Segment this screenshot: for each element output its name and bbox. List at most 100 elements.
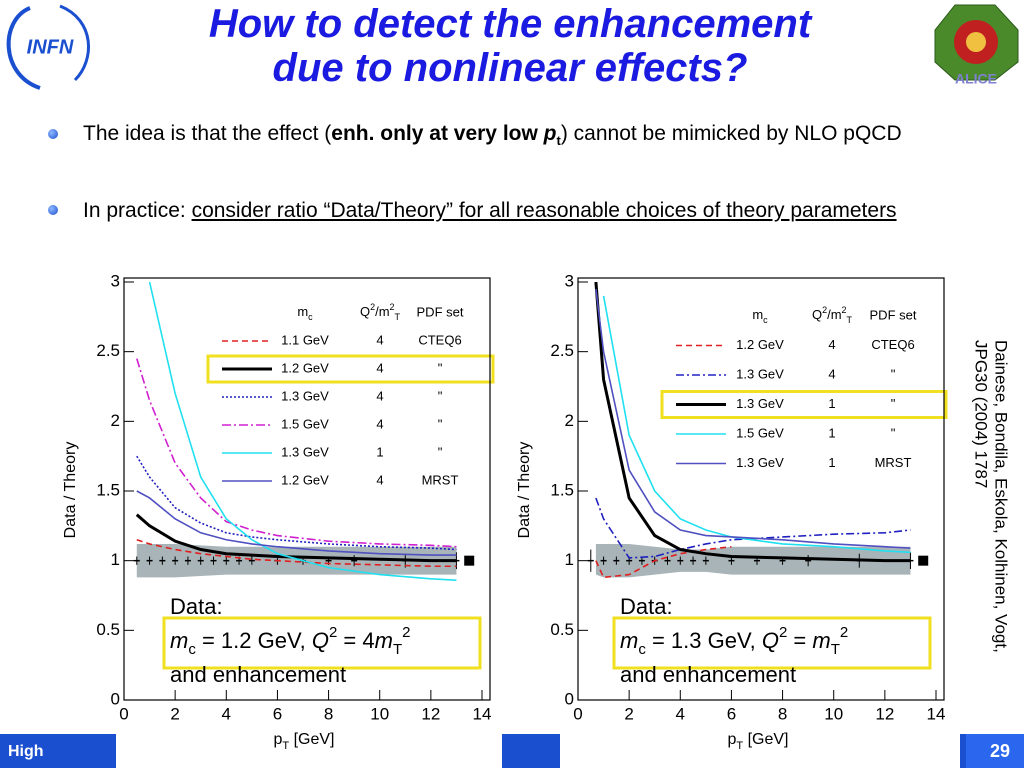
chart-bg bbox=[560, 268, 960, 768]
annotation-part: 2 bbox=[329, 624, 337, 641]
annotation-part: m bbox=[375, 628, 393, 653]
series-line bbox=[136, 490, 457, 556]
annotation-part: T bbox=[393, 641, 402, 658]
annotation-part: 2 bbox=[402, 624, 410, 641]
chart: 1.2 GeV 4 CTEQ6 1.3 GeV 4 " 1.3 GeV 1 " 1.5 GeV 1 "… bbox=[516, 271, 948, 752]
legend-header: mc bbox=[752, 307, 768, 325]
page-box bbox=[966, 734, 1024, 768]
x-tick-label: 14 bbox=[927, 704, 946, 723]
header-part: T bbox=[847, 315, 853, 325]
series-line bbox=[136, 455, 457, 551]
annotation-title: Data: bbox=[170, 594, 223, 619]
x-tick-label: 2 bbox=[170, 704, 179, 723]
text: p bbox=[543, 122, 557, 145]
legend-q2: 4 bbox=[828, 337, 835, 352]
legend-pdf: " bbox=[891, 396, 896, 411]
x-tick-label: 10 bbox=[824, 704, 843, 723]
header-part: 2 bbox=[822, 305, 827, 315]
annotation-last: and enhancement bbox=[620, 662, 796, 687]
label-part: [GeV] bbox=[289, 731, 334, 748]
legend-label: 1.2 GeV bbox=[281, 472, 329, 487]
text: enh. only at very low bbox=[331, 122, 544, 145]
highlight-box bbox=[660, 390, 948, 419]
label-part: T bbox=[736, 740, 743, 752]
footer-text: High bbox=[8, 743, 44, 760]
annotation-part: Q bbox=[312, 628, 329, 653]
legend-q2: 4 bbox=[376, 472, 383, 487]
logo-text: INFN bbox=[27, 36, 74, 58]
logo-text: ALICE bbox=[955, 71, 997, 87]
text: ) cannot be mimicked by NLO pQCD bbox=[560, 122, 902, 145]
y-tick-label: 1 bbox=[111, 550, 120, 569]
page-number: 29 bbox=[990, 741, 1010, 761]
x-tick-label: 4 bbox=[222, 704, 231, 723]
annotation-box bbox=[612, 616, 932, 670]
header-part: /m bbox=[375, 304, 389, 319]
x-tick-label: 0 bbox=[119, 704, 128, 723]
annotation-part: = 1.3 GeV, bbox=[646, 628, 762, 653]
plot-frame bbox=[123, 277, 491, 701]
x-tick-label: 0 bbox=[573, 704, 582, 723]
chart: 1.1 GeV 4 CTEQ6 1.2 GeV 4 " 1.3 GeV 4 " 1.5 GeV 4 "… bbox=[62, 271, 495, 752]
legend-header: PDF set bbox=[870, 307, 917, 322]
legend-pdf: " bbox=[438, 388, 443, 403]
label-part: p bbox=[274, 731, 283, 748]
x-tick-label: 8 bbox=[324, 704, 333, 723]
plot-frame bbox=[577, 277, 945, 701]
header-part: m bbox=[297, 304, 308, 319]
legend-header: mc bbox=[297, 304, 313, 322]
text: t bbox=[556, 133, 561, 149]
series-line bbox=[136, 358, 457, 548]
y-tick-label: 1.5 bbox=[96, 480, 120, 499]
y-tick-label: 3 bbox=[565, 271, 574, 290]
series-line bbox=[135, 513, 457, 563]
x-tick-label: 12 bbox=[875, 704, 894, 723]
legend-q2: 4 bbox=[376, 332, 383, 347]
legend-label: 1.5 GeV bbox=[736, 425, 784, 440]
label-part: [GeV] bbox=[743, 731, 788, 748]
annotation-part: = 1.2 GeV, bbox=[196, 628, 312, 653]
legend-label: 1.3 GeV bbox=[281, 388, 329, 403]
bullet: In practice: consider ratio “Data/Theory… bbox=[48, 194, 948, 227]
text: In practice: bbox=[83, 199, 192, 222]
legend-label: 1.3 GeV bbox=[736, 366, 784, 381]
y-tick-label: 2.5 bbox=[550, 341, 574, 360]
y-tick-label: 1 bbox=[565, 550, 574, 569]
legend-pdf: " bbox=[891, 366, 896, 381]
annotation-line: mc = 1.2 GeV, Q2 = 4mT2 bbox=[170, 624, 410, 658]
plot bbox=[587, 281, 914, 579]
x-tick-label: 12 bbox=[421, 704, 440, 723]
y-tick-label: 0.5 bbox=[550, 620, 574, 639]
reference-marker bbox=[918, 555, 929, 566]
annotation-part: c bbox=[188, 641, 196, 658]
legend-q2: 4 bbox=[376, 416, 383, 431]
legend-header: PDF set bbox=[417, 304, 464, 319]
header-part: m bbox=[752, 307, 763, 322]
x-tick-label: 10 bbox=[370, 704, 389, 723]
annotation-part: m bbox=[170, 628, 188, 653]
y-tick-label: 2 bbox=[111, 411, 120, 430]
infn-logo: INFN bbox=[6, 4, 90, 90]
annotation-box bbox=[162, 616, 482, 670]
y-axis-label: Data / Theory bbox=[62, 442, 79, 539]
highlight-box bbox=[206, 354, 495, 384]
header-part: 2 bbox=[370, 302, 375, 312]
x-axis-label: pT [GeV] bbox=[274, 731, 335, 752]
y-tick-label: 0 bbox=[111, 689, 120, 708]
legend-q2: 4 bbox=[376, 388, 383, 403]
legend-pdf: " bbox=[438, 444, 443, 459]
x-tick-label: 8 bbox=[778, 704, 787, 723]
y-tick-label: 2 bbox=[565, 411, 574, 430]
legend-label: 1.2 GeV bbox=[281, 360, 329, 375]
slide-title: How to detect the enhancement due to nonl… bbox=[100, 2, 920, 90]
header-part: c bbox=[308, 312, 313, 322]
annotation-part: Q bbox=[762, 628, 779, 653]
legend-label: 1.3 GeV bbox=[281, 444, 329, 459]
x-tick-label: 4 bbox=[676, 704, 685, 723]
title-line: due to nonlinear effects? bbox=[272, 46, 748, 90]
annotation-line: mc = 1.3 GeV, Q2 = mT2 bbox=[620, 624, 848, 658]
legend-pdf: CTEQ6 bbox=[418, 332, 461, 347]
legend-pdf: " bbox=[891, 425, 896, 440]
legend-label: 1.3 GeV bbox=[736, 396, 784, 411]
legend-pdf: CTEQ6 bbox=[871, 337, 914, 352]
